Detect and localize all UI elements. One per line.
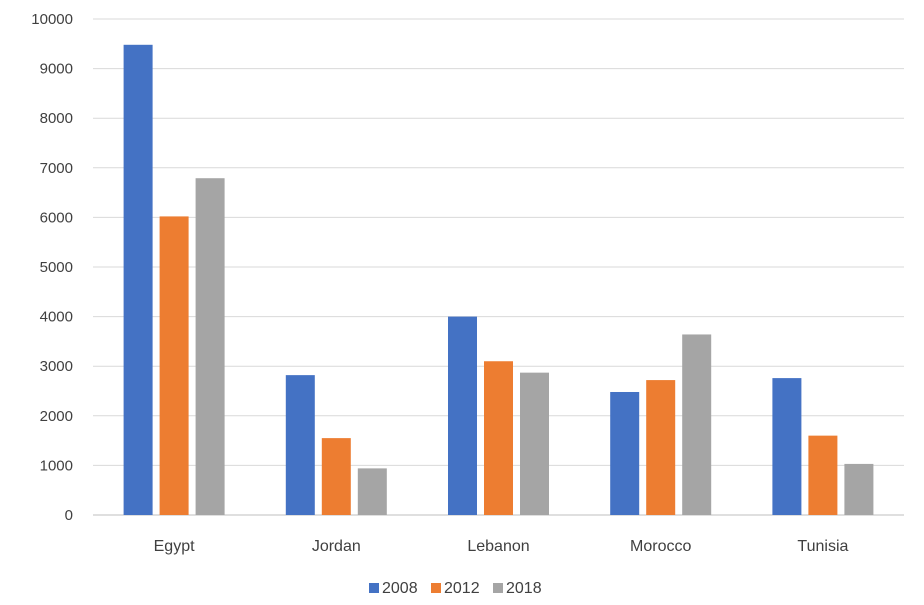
y-tick-label: 2000 xyxy=(40,408,73,425)
x-tick-label: Tunisia xyxy=(797,538,848,555)
y-tick-label: 3000 xyxy=(40,358,73,375)
bar-egypt-2008 xyxy=(123,44,153,516)
bar-morocco-2012 xyxy=(646,380,676,515)
y-tick-label: 7000 xyxy=(40,160,73,177)
y-tick-label: 8000 xyxy=(40,110,73,127)
x-tick-label: Egypt xyxy=(154,538,195,555)
bar-lebanon-2012 xyxy=(484,361,513,515)
legend-swatch-2012 xyxy=(431,583,441,593)
bar-tunisia-2008 xyxy=(772,378,802,515)
bar-lebanon-2008 xyxy=(448,316,477,515)
legend-label-2012: 2012 xyxy=(444,580,480,597)
bar-egypt-2012 xyxy=(159,216,189,515)
bar-lebanon-2018 xyxy=(520,372,549,515)
bar-jordan-2018 xyxy=(357,468,387,515)
bar-tunisia-2012 xyxy=(808,435,838,515)
legend-swatch-2018 xyxy=(493,583,503,593)
x-tick-label: Jordan xyxy=(312,538,361,555)
x-axis: Egypt Jordan Lebanon Morocco Tunisia xyxy=(154,538,849,555)
bars xyxy=(123,44,874,516)
y-axis: 0 1000 2000 3000 4000 5000 6000 7000 8000 9000 100… xyxy=(31,11,73,524)
bar-egypt-2018 xyxy=(195,178,225,515)
y-tick-label: 0 xyxy=(65,507,73,524)
bar-tunisia-2018 xyxy=(844,463,874,515)
x-tick-label: Morocco xyxy=(630,538,691,555)
bar-jordan-2008 xyxy=(285,375,315,515)
gridlines xyxy=(93,18,904,516)
bar-jordan-2012 xyxy=(321,438,351,515)
y-tick-label: 4000 xyxy=(40,309,73,326)
y-tick-label: 6000 xyxy=(40,209,73,226)
y-tick-label: 5000 xyxy=(40,259,73,276)
bar-morocco-2018 xyxy=(682,334,712,515)
x-tick-label: Lebanon xyxy=(467,538,529,555)
y-tick-label: 1000 xyxy=(40,457,73,474)
bar-morocco-2008 xyxy=(610,391,640,515)
legend-label-2018: 2018 xyxy=(506,580,542,597)
y-tick-label: 10000 xyxy=(31,11,73,28)
legend-label-2008: 2008 xyxy=(382,580,418,597)
legend: 2008 2012 2018 xyxy=(369,580,542,597)
y-tick-label: 9000 xyxy=(40,61,73,78)
legend-swatch-2008 xyxy=(369,583,379,593)
